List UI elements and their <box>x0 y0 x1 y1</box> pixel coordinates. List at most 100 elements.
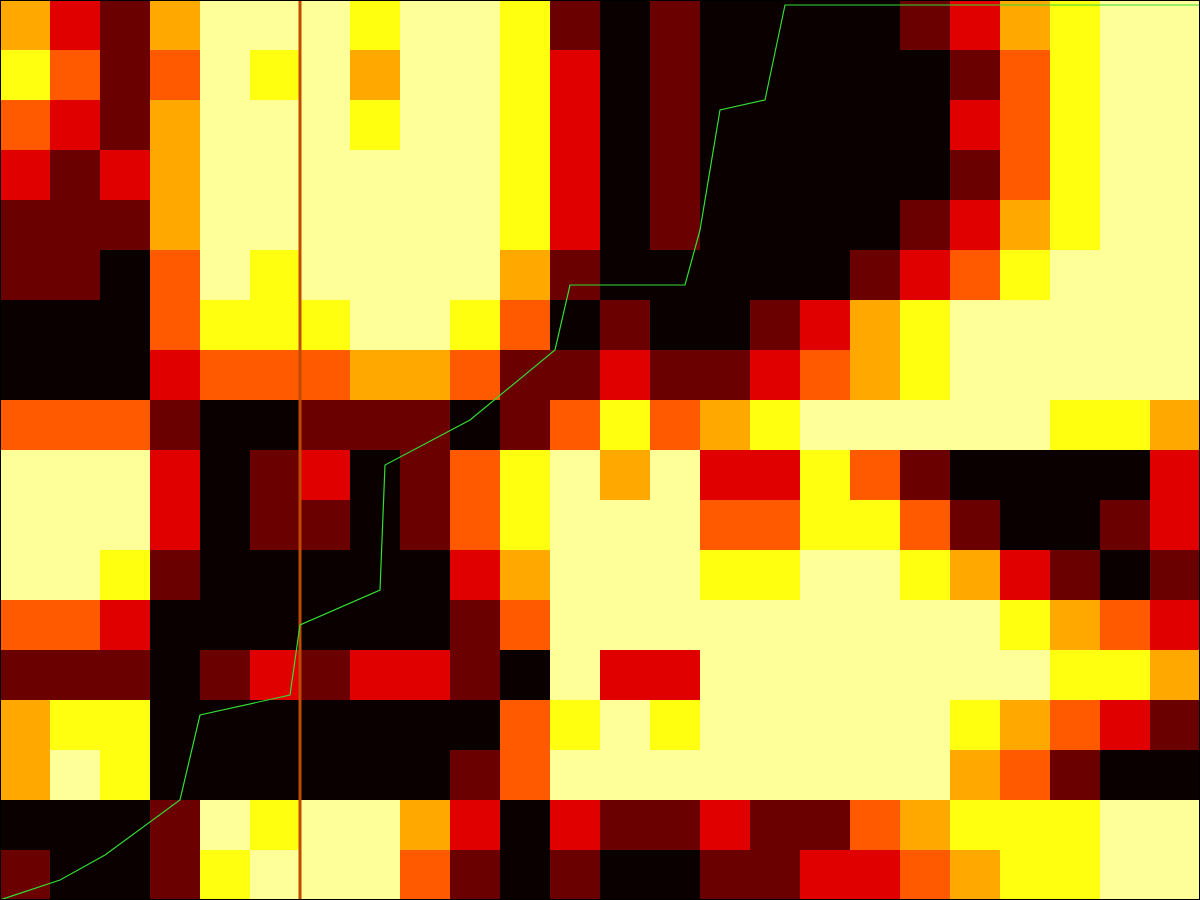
heat-cell <box>950 700 1001 751</box>
heat-cell <box>1000 300 1051 351</box>
heat-cell <box>450 650 501 701</box>
heat-cell <box>650 50 701 101</box>
heat-cell <box>1050 200 1101 251</box>
heat-cell <box>350 700 401 751</box>
heat-cell <box>400 350 451 401</box>
heat-cell <box>1050 850 1101 900</box>
heat-cell <box>350 150 401 201</box>
heat-cell <box>350 650 401 701</box>
heat-cell <box>1150 750 1200 801</box>
heat-cell <box>100 700 151 751</box>
heat-cell <box>150 0 201 51</box>
heat-cell <box>350 0 401 51</box>
heat-cell <box>1150 850 1200 900</box>
heat-cell <box>700 850 751 900</box>
heat-cell <box>550 250 601 301</box>
heat-cell <box>250 0 301 51</box>
heat-cell <box>250 350 301 401</box>
heat-cell <box>950 450 1001 501</box>
heat-cell <box>850 600 901 651</box>
heat-cell <box>500 550 551 601</box>
heat-cell <box>900 0 951 51</box>
heat-cell <box>500 50 551 101</box>
heat-cell <box>500 300 551 351</box>
heat-cell <box>950 500 1001 551</box>
heat-cell <box>950 100 1001 151</box>
heat-cell <box>350 350 401 401</box>
heat-cell <box>100 650 151 701</box>
heat-cell <box>50 300 101 351</box>
heat-cell <box>50 0 101 51</box>
heat-cell <box>400 450 451 501</box>
heat-cell <box>550 150 601 201</box>
heat-cell <box>650 800 701 851</box>
heat-cell <box>1000 100 1051 151</box>
heat-cell <box>850 300 901 351</box>
heat-cell <box>150 750 201 801</box>
heat-cell <box>750 700 801 751</box>
heat-cell <box>1150 250 1200 301</box>
heat-cell <box>400 800 451 851</box>
heat-cell <box>450 50 501 101</box>
heat-cell <box>1000 350 1051 401</box>
heat-cell <box>400 400 451 451</box>
heat-cell <box>1050 400 1101 451</box>
heat-cell <box>1000 250 1051 301</box>
heat-cell <box>800 650 851 701</box>
heat-cell <box>600 300 651 351</box>
heat-cell <box>200 750 251 801</box>
heat-cell <box>0 550 51 601</box>
heat-cell <box>550 0 601 51</box>
heat-cell <box>700 550 751 601</box>
heat-cell <box>750 100 801 151</box>
heat-cell <box>1100 750 1151 801</box>
heat-cell <box>550 500 601 551</box>
heat-cell <box>850 750 901 801</box>
heat-cell <box>650 350 701 401</box>
heat-cell <box>800 100 851 151</box>
heat-cell <box>50 650 101 701</box>
heat-cell <box>50 700 101 751</box>
heat-cell <box>500 650 551 701</box>
heat-cell <box>1000 600 1051 651</box>
heat-cell <box>1050 650 1101 701</box>
heat-cell <box>50 150 101 201</box>
heat-cell <box>300 150 351 201</box>
heat-cell <box>950 550 1001 601</box>
heat-cell <box>500 750 551 801</box>
heat-cell <box>750 200 801 251</box>
heat-cell <box>100 100 151 151</box>
heat-cell <box>900 250 951 301</box>
heat-cell <box>450 600 501 651</box>
heat-cell <box>950 200 1001 251</box>
heat-cell <box>900 650 951 701</box>
heat-cell <box>150 50 201 101</box>
heat-cell <box>600 150 651 201</box>
heat-cell <box>1000 0 1051 51</box>
heat-cell <box>350 250 401 301</box>
heat-cell <box>900 300 951 351</box>
heat-cell <box>500 850 551 900</box>
heat-cell <box>250 100 301 151</box>
heat-cell <box>450 400 501 451</box>
heat-cell <box>750 150 801 201</box>
heat-cell <box>150 400 201 451</box>
heat-cell <box>500 400 551 451</box>
heat-cell <box>100 250 151 301</box>
heat-cell <box>1050 700 1101 751</box>
heat-cell <box>1050 0 1101 51</box>
heat-cell <box>50 800 101 851</box>
heat-cell <box>200 350 251 401</box>
heat-cell <box>950 150 1001 201</box>
heat-cell <box>800 350 851 401</box>
heat-cell <box>900 800 951 851</box>
heat-cell <box>700 500 751 551</box>
heat-cell <box>150 100 201 151</box>
heat-cell <box>50 50 101 101</box>
heat-cell <box>300 250 351 301</box>
heat-cell <box>450 200 501 251</box>
heat-cell <box>300 200 351 251</box>
heat-cell <box>700 0 751 51</box>
heat-cell <box>500 700 551 751</box>
heat-cell <box>150 250 201 301</box>
